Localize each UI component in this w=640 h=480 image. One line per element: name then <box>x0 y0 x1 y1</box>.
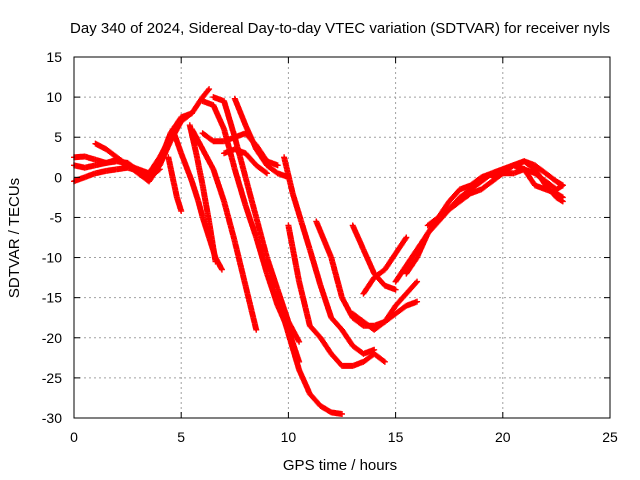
tick-labels: 0 5 10 15 20 25 -30 -25 -20 -15 -10 -5 0 5 10 15 <box>42 49 618 445</box>
series-track <box>522 166 565 192</box>
series-track-07 <box>186 122 219 265</box>
y-tick-label: -10 <box>42 250 62 266</box>
x-tick-label: 25 <box>602 429 618 445</box>
series-track-26 <box>521 166 566 193</box>
y-tick-label: 15 <box>46 49 62 65</box>
y-tick-label: -15 <box>42 290 62 306</box>
axis-ticks <box>73 56 611 419</box>
x-tick-label: 20 <box>495 429 511 445</box>
series-track <box>285 223 387 369</box>
data-points <box>71 86 566 417</box>
series-track-15 <box>285 222 388 369</box>
x-axis-label: GPS time / hours <box>283 457 397 474</box>
series-track <box>232 97 291 180</box>
series-track <box>187 123 219 264</box>
series-track <box>189 127 259 332</box>
x-tick-label: 10 <box>281 429 297 445</box>
series-track-12 <box>231 95 292 181</box>
series-track <box>275 296 344 417</box>
chart-title: Day 340 of 2024, Sidereal Day-to-day VTE… <box>70 20 610 37</box>
y-tick-label: -5 <box>50 209 63 225</box>
series-track <box>361 235 409 296</box>
x-tick-label: 15 <box>388 429 404 445</box>
y-tick-label: -30 <box>42 410 62 426</box>
y-tick-label: 10 <box>46 89 62 105</box>
series-track-08 <box>188 126 260 333</box>
x-tick-label: 0 <box>70 429 78 445</box>
y-tick-label: -25 <box>42 370 62 386</box>
series-track-16 <box>274 294 345 417</box>
series-track <box>222 146 269 176</box>
y-tick-label: -20 <box>42 330 62 346</box>
series-track <box>165 155 184 213</box>
series-track-14 <box>281 154 378 357</box>
series-track-19 <box>360 234 410 297</box>
x-tick-label: 5 <box>177 429 185 445</box>
series-track-20 <box>349 278 421 333</box>
y-axis-label: SDTVAR / TECUs <box>6 178 23 298</box>
plot-frame <box>73 56 611 419</box>
series-track <box>350 279 420 332</box>
y-tick-label: 0 <box>54 169 62 185</box>
series-track-13 <box>221 146 270 177</box>
series-track <box>281 155 376 357</box>
series-track-05 <box>165 154 185 215</box>
y-tick-label: 5 <box>54 129 62 145</box>
